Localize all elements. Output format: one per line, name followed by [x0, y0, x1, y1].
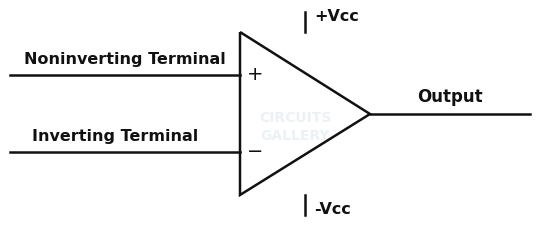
Text: +: +	[247, 66, 263, 84]
Text: CIRCUITS
GALLERY: CIRCUITS GALLERY	[259, 111, 331, 143]
Text: Output: Output	[417, 88, 483, 106]
Text: -Vcc: -Vcc	[314, 202, 351, 217]
Text: Inverting Terminal: Inverting Terminal	[32, 129, 198, 144]
Text: −: −	[247, 143, 263, 161]
Text: +Vcc: +Vcc	[314, 9, 359, 24]
Text: Noninverting Terminal: Noninverting Terminal	[24, 52, 226, 67]
